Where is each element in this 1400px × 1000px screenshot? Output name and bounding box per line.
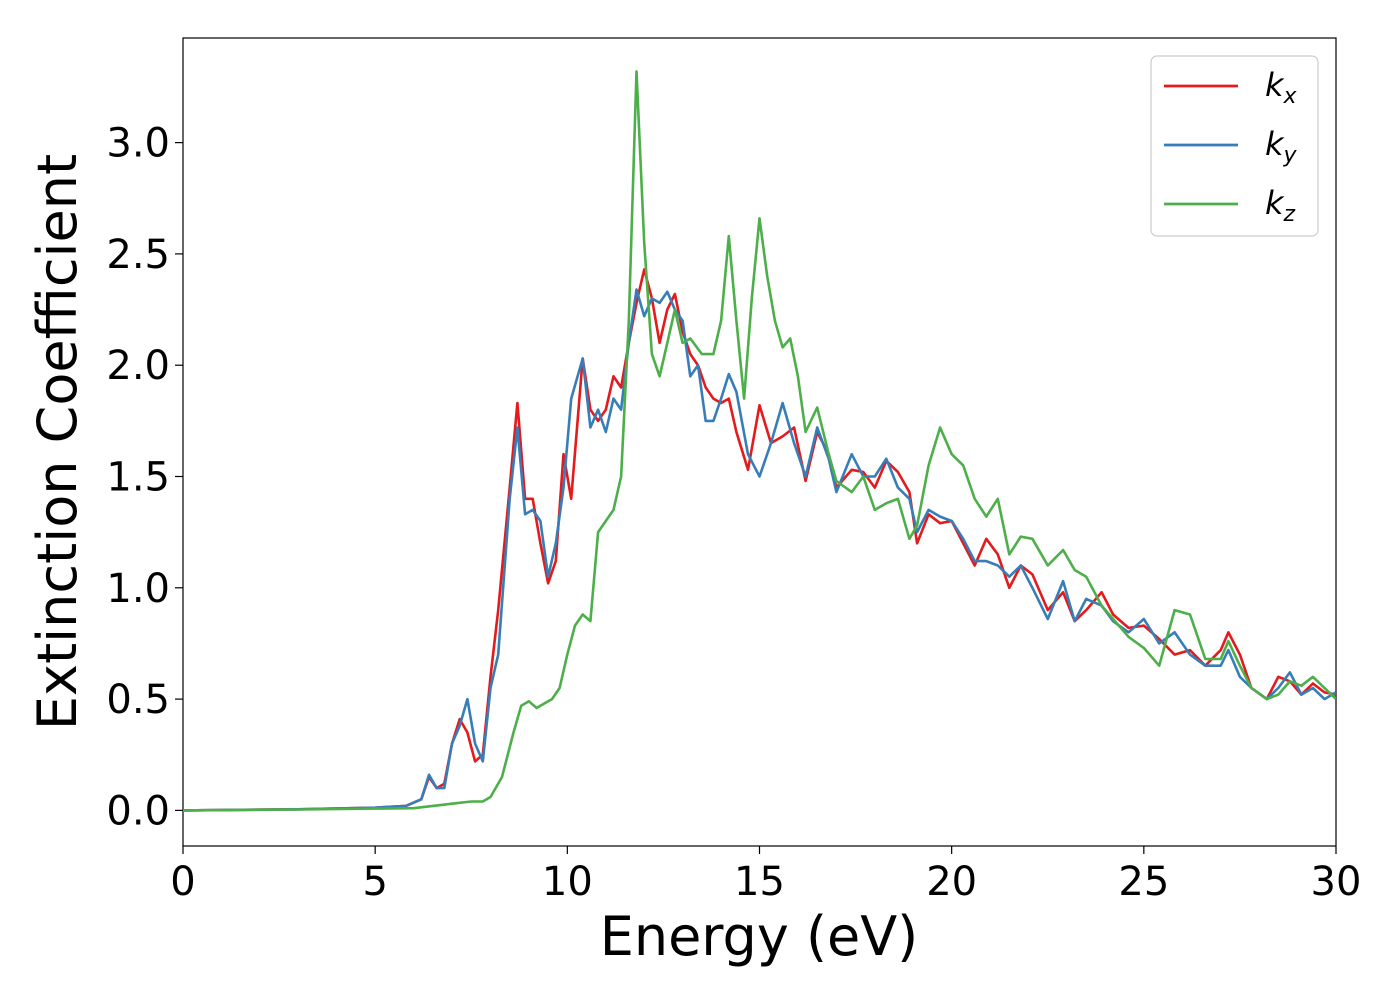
y-axis-label: Extinction Coefficient xyxy=(26,154,89,730)
x-tick-label: 5 xyxy=(362,859,387,905)
y-tick-label: 2.5 xyxy=(106,232,170,278)
legend: kx ky kz xyxy=(1150,55,1319,237)
x-tick-label: 25 xyxy=(1118,859,1169,905)
series-layer xyxy=(183,70,1336,812)
x-axis-ticks: 0 5 10 15 20 25 30 xyxy=(170,846,1361,905)
y-tick-label: 2.0 xyxy=(106,343,170,389)
x-tick-label: 20 xyxy=(926,859,977,905)
legend-label-z: kz xyxy=(1265,184,1296,227)
x-tick-label: 30 xyxy=(1311,859,1362,905)
legend-label-y: ky xyxy=(1265,125,1298,168)
x-tick-label: 0 xyxy=(170,859,195,905)
y-axis-ticks: 0.0 0.5 1.0 1.5 2.0 2.5 3.0 xyxy=(106,121,183,834)
legend-label-x: kx xyxy=(1265,66,1298,109)
series-line-z xyxy=(183,70,1336,812)
y-tick-label: 3.0 xyxy=(106,121,170,167)
y-tick-label: 0.5 xyxy=(106,677,170,723)
y-tick-label: 1.5 xyxy=(106,455,170,501)
series-line-y xyxy=(183,288,1336,812)
x-tick-label: 10 xyxy=(542,859,593,905)
y-tick-label: 1.0 xyxy=(106,566,170,612)
y-tick-label: 0.0 xyxy=(106,788,170,834)
x-tick-label: 15 xyxy=(734,859,785,905)
x-axis-label: Energy (eV) xyxy=(600,905,919,968)
series-line-x xyxy=(183,268,1336,812)
